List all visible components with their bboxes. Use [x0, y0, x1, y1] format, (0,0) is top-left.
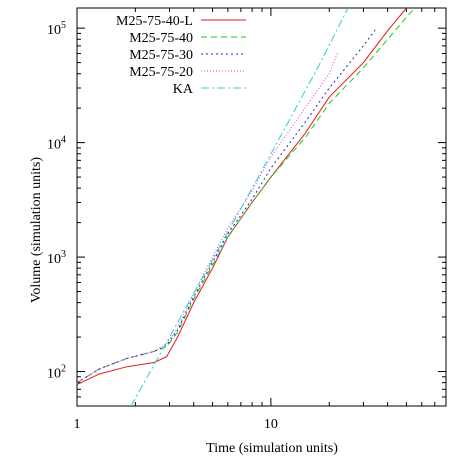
series-line-1	[77, 8, 415, 384]
y-tick-base: 10	[47, 252, 61, 267]
x-tick-label: 10	[264, 417, 278, 432]
y-tick-base: 10	[47, 367, 61, 382]
series-line-2	[77, 27, 377, 384]
legend-label-1: M25-75-40	[129, 31, 193, 46]
plot-frame-group	[76, 7, 447, 407]
legend-label-4: KA	[173, 82, 194, 97]
y-tick-label: 102	[47, 364, 66, 382]
y-tick-base: 10	[47, 23, 61, 38]
y-tick-exponent: 5	[61, 20, 66, 31]
legend-label-0: M25-75-40-L	[116, 14, 193, 29]
legend: M25-75-40-L M25-75-40 M25-75-30 M25-75-20 KA	[116, 14, 246, 97]
y-tick-label: 103	[47, 249, 66, 267]
y-tick-base: 10	[47, 138, 61, 153]
series-group	[77, 8, 415, 406]
series-line-3	[77, 53, 338, 384]
x-axis-label: Time (simulation units)	[206, 441, 338, 456]
x-tick-label: 1	[74, 417, 81, 432]
series-line-0	[77, 8, 407, 385]
legend-label-3: M25-75-20	[129, 65, 193, 80]
plot-frame	[76, 7, 447, 407]
y-tick-exponent: 2	[61, 364, 66, 375]
y-tick-exponent: 4	[61, 135, 66, 146]
y-tick-label: 104	[47, 135, 66, 153]
x-ticks-group: 1 10	[74, 8, 447, 432]
y-tick-exponent: 3	[61, 249, 66, 260]
y-axis-label: Volume (simulation units)	[29, 157, 44, 303]
legend-label-2: M25-75-30	[129, 48, 193, 63]
y-tick-label: 105	[47, 20, 66, 38]
